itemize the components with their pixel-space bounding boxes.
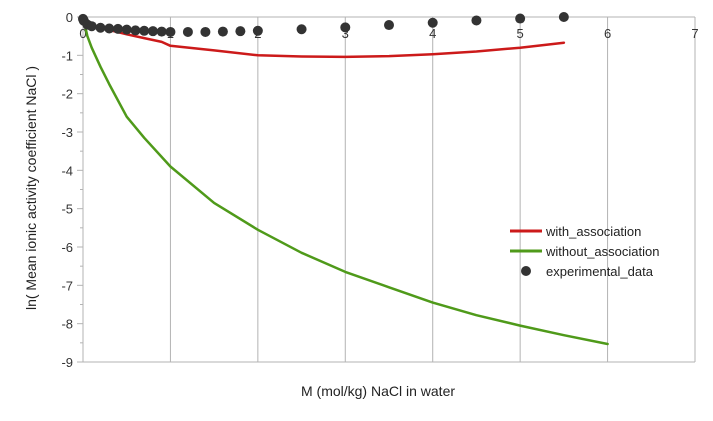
data-point-experimental_data (130, 25, 141, 36)
legend-label-experimental_data: experimental_data (546, 264, 654, 279)
data-point-experimental_data (165, 26, 176, 37)
x-tick-label: 3 (342, 26, 349, 41)
x-tick-label: 5 (517, 26, 524, 41)
data-point-experimental_data (296, 24, 307, 35)
y-tick-label: -7 (61, 278, 73, 293)
data-point-experimental_data (112, 23, 123, 34)
data-point-experimental_data (147, 26, 158, 37)
series-line-with_association (81, 15, 566, 59)
data-point-experimental_data (86, 21, 97, 32)
data-point-experimental_data (384, 20, 394, 31)
x-tick-label: 6 (604, 26, 611, 41)
data-point-experimental_data (139, 25, 150, 36)
y-tick-label: 0 (66, 10, 73, 25)
data-point-experimental_data (217, 26, 228, 37)
y-tick-label: -5 (61, 202, 73, 217)
data-point-experimental_data (104, 23, 115, 34)
legend-label-without_association: without_association (545, 244, 659, 259)
data-point-experimental_data (95, 22, 106, 33)
y-tick-label: -6 (61, 240, 73, 255)
data-point-experimental_data (156, 26, 167, 37)
legend-label-with_association: with_association (545, 224, 641, 239)
x-tick-label: 4 (429, 26, 436, 41)
data-point-experimental_data (252, 25, 263, 36)
data-point-experimental_data (200, 26, 211, 37)
axes: 012345670-1-2-3-4-5-6-7-8-9 (61, 10, 698, 370)
y-axis-label: ln( Mean ionic activity coefficient NaCl… (23, 66, 39, 310)
legend-swatch-experimental_data (521, 266, 531, 276)
x-tick-label: 0 (79, 26, 86, 41)
y-tick-label: -9 (61, 355, 73, 370)
x-tick-label: 7 (691, 26, 698, 41)
legend: with_association without_associationexper… (510, 224, 659, 279)
y-tick-label: -2 (61, 87, 73, 102)
data-point-experimental_data (558, 12, 569, 22)
data-point-experimental_data (471, 15, 482, 26)
series-line-without_association (81, 15, 609, 346)
data-point-experimental_data (340, 22, 351, 33)
series-layer (78, 12, 609, 346)
data-point-experimental_data (427, 17, 438, 28)
data-point-experimental_data (121, 24, 132, 35)
y-tick-label: -8 (61, 317, 73, 332)
data-point-experimental_data (235, 26, 246, 37)
data-point-experimental_data (182, 26, 193, 37)
gridlines (82, 17, 696, 362)
y-tick-label: -4 (61, 163, 73, 178)
data-point-experimental_data (515, 13, 526, 24)
y-tick-label: -1 (61, 48, 73, 63)
y-tick-label: -3 (61, 125, 73, 140)
x-axis-label: M (mol/kg) NaCl in water (301, 383, 455, 399)
